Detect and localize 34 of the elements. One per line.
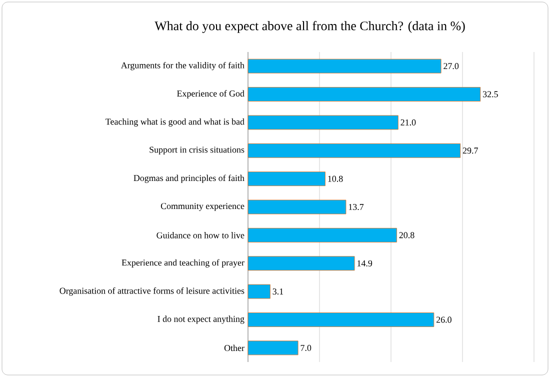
bar <box>248 87 481 102</box>
data-label: 10.8 <box>328 176 343 182</box>
chart-title: What do you expect above all from the Church? (data in %) <box>154 21 465 33</box>
data-label: 32.5 <box>482 91 498 98</box>
data-label: 26.0 <box>436 316 452 323</box>
bar <box>248 284 270 299</box>
bar <box>248 143 461 158</box>
bar <box>248 256 355 271</box>
y-tick-label: Experience and teaching of prayer <box>122 259 244 268</box>
data-label: 3.1 <box>272 288 284 295</box>
y-tick-label: Organisation of attractive forms of leisure activities <box>60 287 244 296</box>
y-tick-label: Other <box>224 344 244 352</box>
y-tick-label: Guidance on how to live <box>156 232 244 238</box>
bar <box>248 340 298 356</box>
bar <box>248 200 346 214</box>
bar <box>248 58 442 74</box>
y-tick-label: Community experience <box>160 203 244 211</box>
y-tick-label: Dogmas and principles of faith <box>134 174 244 183</box>
y-tick-label: Arguments for the validity of faith <box>120 62 244 70</box>
data-label: 14.9 <box>358 260 372 266</box>
data-label: 13.7 <box>348 204 364 210</box>
data-label: 20.8 <box>399 232 414 238</box>
bar <box>248 115 398 130</box>
data-label: 29.7 <box>462 148 478 154</box>
bar <box>248 228 397 242</box>
bar <box>248 312 434 327</box>
y-tick-label: Support in crisis situations <box>150 146 244 155</box>
data-label: 7.0 <box>300 344 312 351</box>
y-tick-label: I do not expect anything <box>158 316 244 324</box>
data-label: 21.0 <box>400 119 416 126</box>
y-tick-label: Experience of God <box>177 90 244 98</box>
data-label: 27.0 <box>444 63 459 70</box>
bar <box>248 172 326 186</box>
y-tick-label: Teaching what is good and what is bad <box>106 118 244 127</box>
